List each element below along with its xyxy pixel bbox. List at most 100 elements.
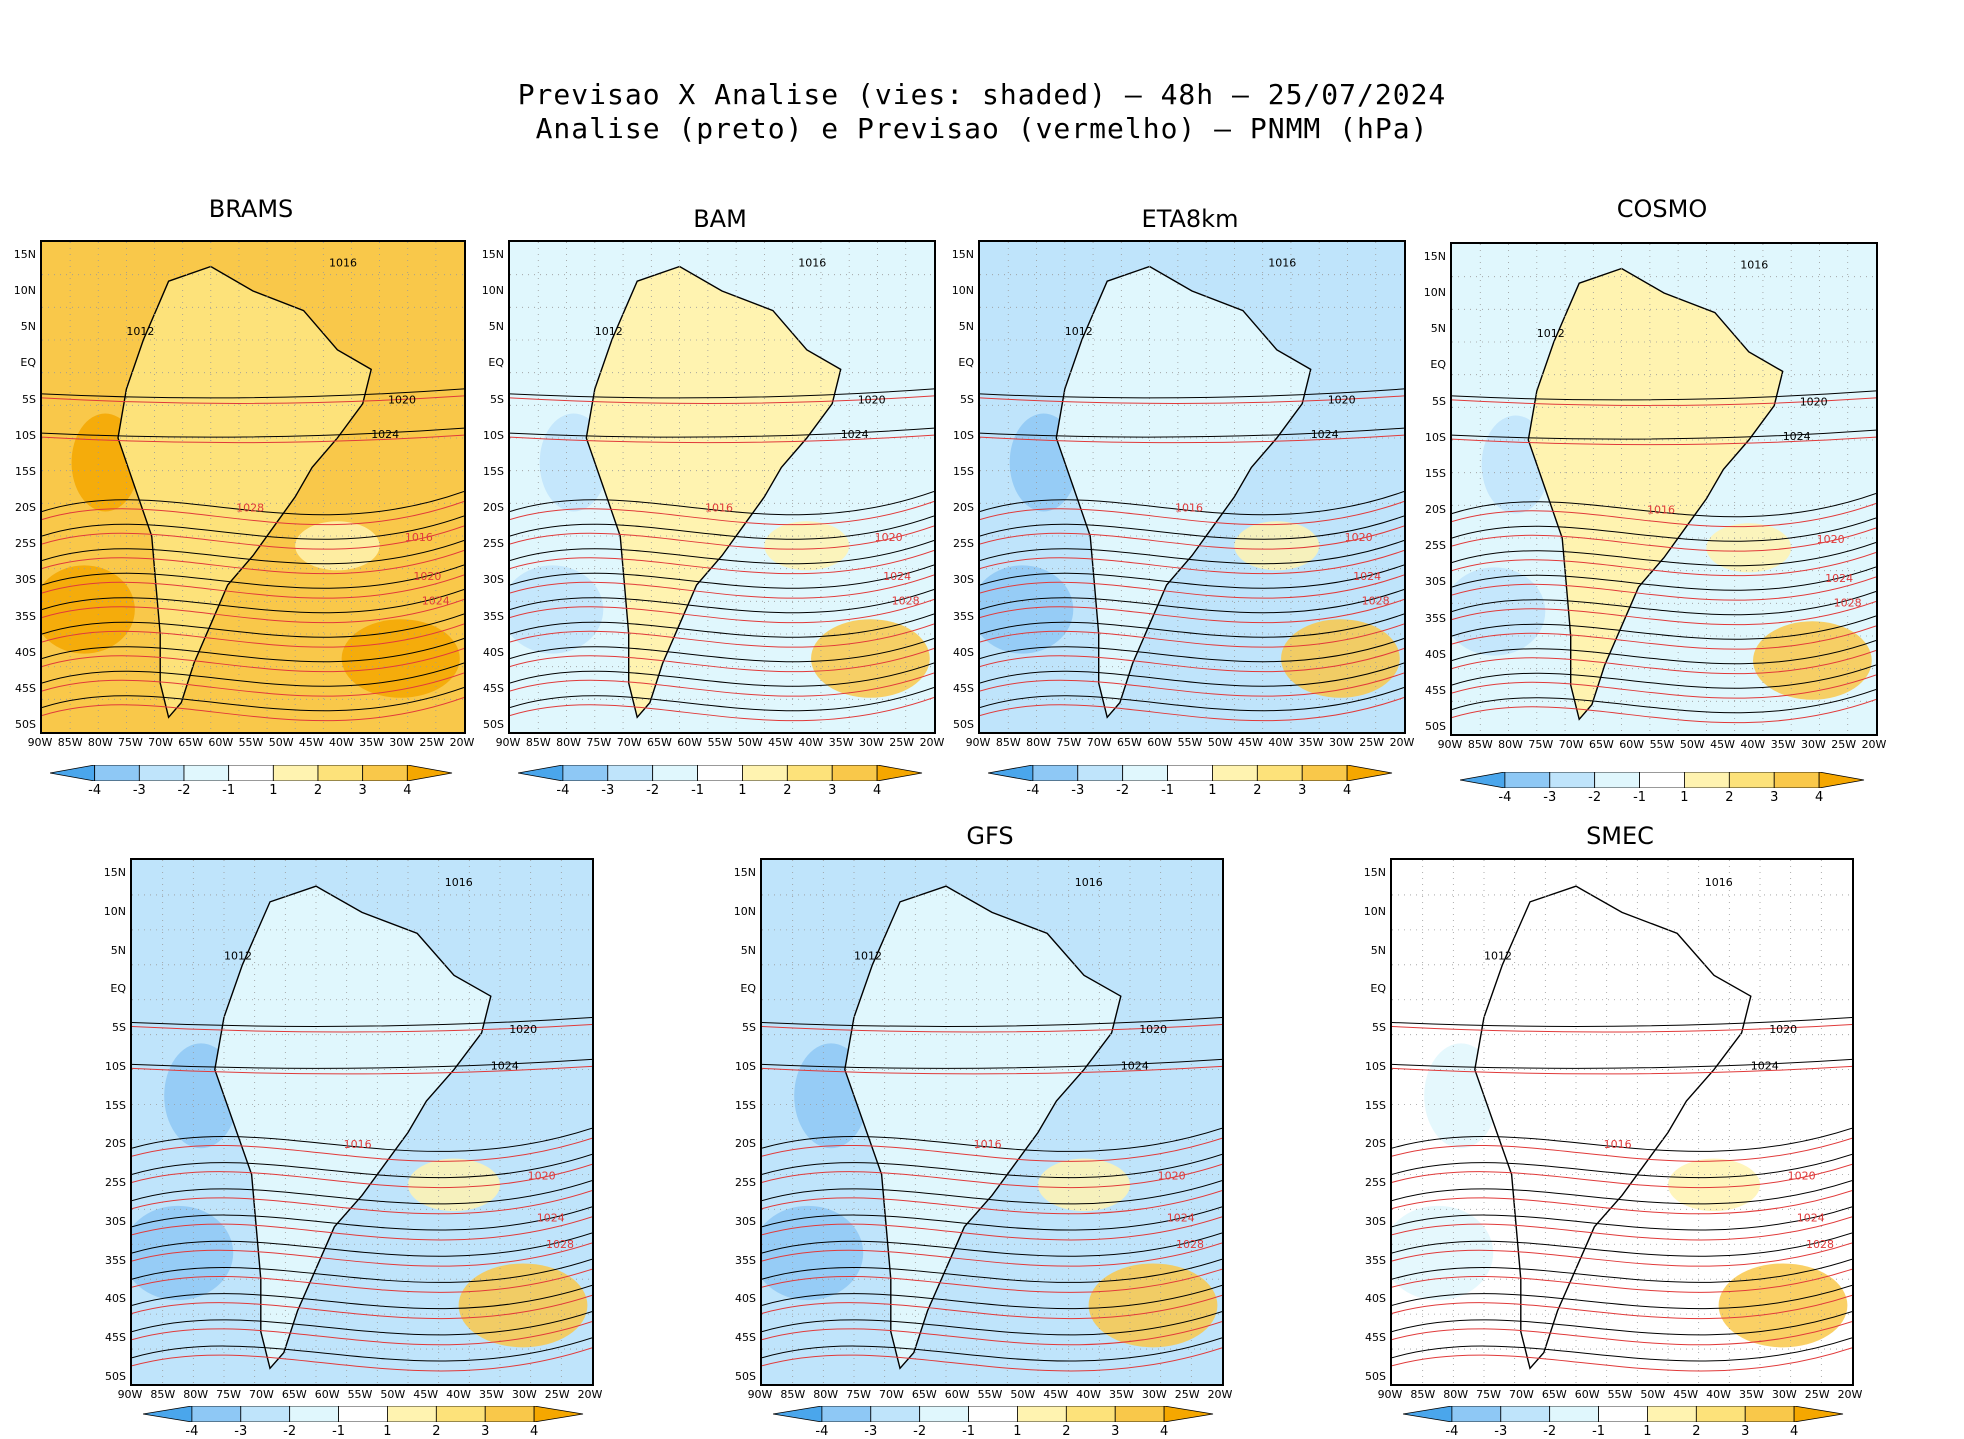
bias-shading-patch: [764, 521, 850, 571]
analysis-isobar: [132, 1337, 592, 1362]
analysis-isobar: [1452, 517, 1876, 542]
lat-tick-label: 45S: [953, 681, 974, 695]
colorbar-tick-label: -4: [556, 783, 570, 798]
lat-tick-label: 15S: [953, 464, 974, 478]
map-panel-2: 1012 1016 1020 1024 1016 1020 1024 1028: [508, 240, 936, 734]
bias-shading-patch: [341, 619, 460, 698]
forecast-isobar: [1392, 1065, 1852, 1075]
lat-tick-label: 15S: [735, 1098, 756, 1112]
forecast-isobar: [762, 1294, 1222, 1320]
lon-tick-label: 60W: [208, 736, 234, 749]
colorbar-swatch: [786, 765, 833, 781]
colorbar-swatch: [435, 1406, 486, 1422]
colorbar-swatch: [1122, 765, 1168, 781]
colorbar-swatch: [1818, 772, 1865, 788]
lon-tick-label: 90W: [1437, 738, 1463, 751]
isobar-label: 1020: [528, 1170, 556, 1183]
lat-tick-label: 40S: [15, 645, 36, 659]
lon-tick-label: 85W: [57, 736, 83, 749]
isobar-label: 1024: [1353, 570, 1381, 583]
lat-tick-label: 30S: [105, 1214, 126, 1228]
analysis-isobar: [762, 1016, 1222, 1027]
analysis-isobar: [1392, 1206, 1852, 1231]
forecast-isobar: [762, 1137, 1222, 1162]
colorbar-tick-label: -2: [913, 1424, 927, 1439]
lon-tick-label: 90W: [495, 736, 521, 749]
colorbar: [773, 1406, 1214, 1422]
lat-tick-label: 30S: [15, 573, 36, 587]
isobar-label: 1016: [798, 257, 826, 270]
lon-tick-label: 35W: [1298, 736, 1324, 749]
lon-tick-label: 55W: [347, 1388, 373, 1401]
forecast-isobar: [1392, 1137, 1852, 1162]
isobar-label: 1012: [1484, 950, 1512, 963]
isobar-label: 1016: [1175, 502, 1203, 515]
analysis-isobar: [42, 589, 464, 614]
colorbar-tick-label: 2: [432, 1424, 441, 1439]
lat-tick-label: 20S: [483, 501, 504, 515]
forecast-isobar: [980, 550, 1404, 575]
lat-tick-label: 10S: [105, 1059, 126, 1073]
analysis-isobar: [132, 1127, 592, 1152]
colorbar-swatch: [50, 765, 96, 781]
lon-tick-label: 65W: [1541, 1388, 1567, 1401]
lat-tick-label: 40S: [953, 645, 974, 659]
forecast-isobar: [980, 395, 1404, 404]
isobar-label: 1012: [224, 950, 252, 963]
colorbar-tick-label: -1: [1633, 790, 1647, 805]
analysis-isobar: [980, 662, 1404, 687]
colorbar-swatch: [742, 765, 788, 781]
analysis-isobar: [1452, 566, 1876, 591]
isobar-label: 1020: [1158, 1170, 1186, 1183]
lat-tick-label: 50S: [953, 718, 974, 731]
analysis-isobar: [762, 1232, 1222, 1257]
analysis-isobar: [510, 427, 934, 438]
colorbar-tick-label: -1: [691, 783, 705, 798]
lat-tick-label: 10N: [13, 284, 36, 298]
analysis-isobar: [762, 1258, 1222, 1283]
lat-tick-label: 5N: [958, 320, 974, 334]
colorbar: [50, 765, 453, 781]
lon-tick-label: 50W: [737, 736, 763, 749]
lat-tick-label: 10S: [735, 1059, 756, 1073]
analysis-isobar: [1452, 429, 1876, 440]
bias-shading-patch: [1088, 1263, 1218, 1348]
lon-tick-label: 75W: [846, 1388, 871, 1401]
isobar-label: 1024: [1751, 1060, 1779, 1073]
lat-tick-label: 10S: [1365, 1059, 1386, 1073]
forecast-isobar: [980, 434, 1404, 444]
forecast-isobar: [980, 599, 1404, 624]
forecast-isobar: [762, 1023, 1222, 1033]
analysis-isobar: [1392, 1311, 1852, 1336]
analysis-isobar: [980, 427, 1404, 438]
lat-tick-label: 50S: [1425, 720, 1446, 733]
lat-tick-label: 10S: [483, 428, 504, 442]
lat-tick-label: 45S: [735, 1331, 756, 1345]
lon-tick-label: 55W: [707, 736, 733, 749]
lat-tick-label: 10N: [481, 284, 504, 298]
lat-tick-label: 50S: [15, 718, 36, 731]
map-svg: 1012 1016 1020 1024 1016 1020 1024 1028: [762, 860, 1222, 1384]
lon-tick-label: 25W: [1174, 1388, 1200, 1401]
analysis-isobar: [980, 388, 1404, 399]
isobar-label: 1028: [1176, 1238, 1204, 1251]
bias-shading-patch: [1234, 521, 1320, 571]
lat-tick-label: 5N: [1370, 943, 1386, 957]
forecast-isobar: [510, 434, 934, 444]
colorbar-swatch: [607, 765, 654, 781]
colorbar-swatch: [484, 1406, 535, 1422]
map-panel-3: 1012 1016 1020 1024 1016 1020 1024 1028: [978, 240, 1406, 734]
forecast-isobar: [980, 648, 1404, 673]
forecast-isobar: [510, 395, 934, 404]
lon-tick-label: 85W: [525, 736, 551, 749]
lon-tick-label: 25W: [889, 736, 915, 749]
forecast-isobar: [762, 1190, 1222, 1215]
analysis-isobar: [980, 638, 1404, 663]
colorbar: [518, 765, 923, 781]
forecast-isobar: [980, 525, 1404, 550]
lon-tick-label: 80W: [813, 1388, 839, 1401]
lon-tick-label: 60W: [944, 1388, 970, 1401]
south-america-coastline: [1055, 265, 1312, 719]
lon-tick-label: 20W: [577, 1388, 603, 1401]
lon-tick-label: 30W: [1328, 736, 1354, 749]
